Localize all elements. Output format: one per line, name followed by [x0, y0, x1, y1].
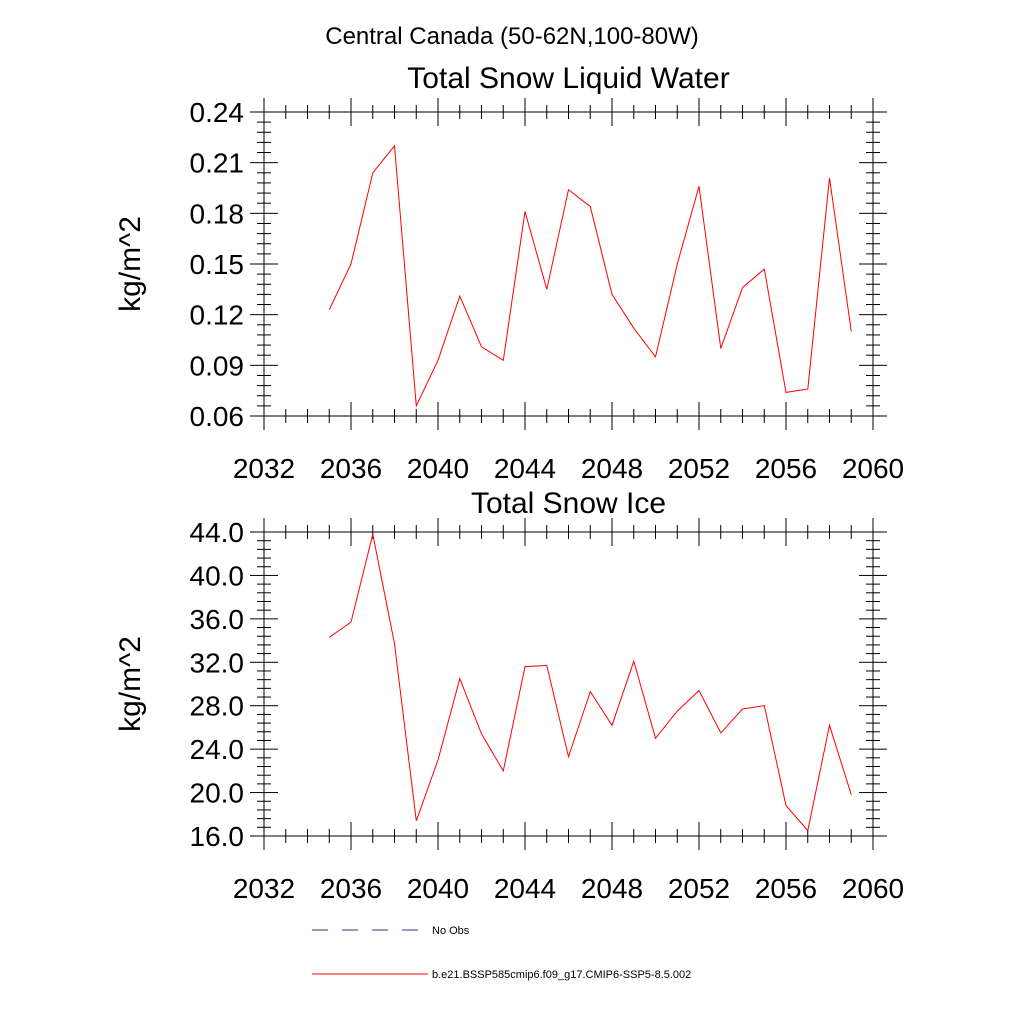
- x-tick-label: 2044: [494, 873, 556, 904]
- x-tick-label: 2032: [233, 873, 295, 904]
- y-tick-label: 0.06: [190, 401, 245, 432]
- y-tick-label: 40.0: [190, 560, 245, 591]
- x-tick-label: 2044: [494, 453, 556, 484]
- x-tick-label: 2048: [581, 453, 643, 484]
- y-axis-label: kg/m^2: [114, 216, 147, 312]
- x-tick-label: 2060: [842, 873, 904, 904]
- x-tick-label: 2040: [407, 873, 469, 904]
- y-tick-label: 0.15: [190, 249, 245, 280]
- y-tick-label: 0.09: [190, 350, 245, 381]
- y-tick-label: 36.0: [190, 604, 245, 635]
- x-tick-label: 2036: [320, 873, 382, 904]
- x-tick-label: 2060: [842, 453, 904, 484]
- series-line: [328, 144, 852, 408]
- chart-title: Total Snow Ice: [471, 487, 666, 520]
- y-tick-label: 16.0: [190, 821, 245, 852]
- y-tick-label: 0.21: [190, 148, 245, 179]
- x-tick-label: 2056: [755, 453, 817, 484]
- chart-panel-snow-liquid-water: Total Snow Liquid Water kg/m^2 2032 2036 204…: [114, 62, 904, 484]
- y-tick-label: 32.0: [190, 647, 245, 678]
- series-line: [329, 534, 852, 832]
- y-tick-label: 24.0: [190, 734, 245, 765]
- x-tick-label: 2032: [233, 453, 295, 484]
- y-tick-label: 20.0: [190, 778, 245, 809]
- x-tick-label: 2052: [668, 873, 730, 904]
- x-tick-label: 2040: [407, 453, 469, 484]
- x-tick-label: 2056: [755, 873, 817, 904]
- chart-title: Total Snow Liquid Water: [407, 62, 729, 95]
- figure-suptitle: Central Canada (50-62N,100-80W): [325, 23, 699, 50]
- x-tick-label: 2036: [320, 453, 382, 484]
- y-axis-label: kg/m^2: [114, 636, 147, 732]
- y-tick-label: 28.0: [190, 691, 245, 722]
- legend: No Obs b.e21.BSSP585cmip6.f09_g17.CMIP6-…: [312, 925, 691, 981]
- legend-obs-label: No Obs: [432, 925, 470, 937]
- legend-model-label: b.e21.BSSP585cmip6.f09_g17.CMIP6-SSP5-8.…: [432, 969, 691, 981]
- plot-frame: [263, 531, 874, 837]
- chart-panel-snow-ice: Total Snow Ice kg/m^2 2032 2036 2040 2044 2048…: [114, 487, 904, 904]
- y-tick-label: 44.0: [190, 517, 245, 548]
- x-tick-label: 2048: [581, 873, 643, 904]
- y-tick-label: 0.12: [190, 300, 245, 331]
- y-tick-label: 0.18: [190, 198, 245, 229]
- y-tick-label: 0.24: [190, 97, 245, 128]
- x-tick-label: 2052: [668, 453, 730, 484]
